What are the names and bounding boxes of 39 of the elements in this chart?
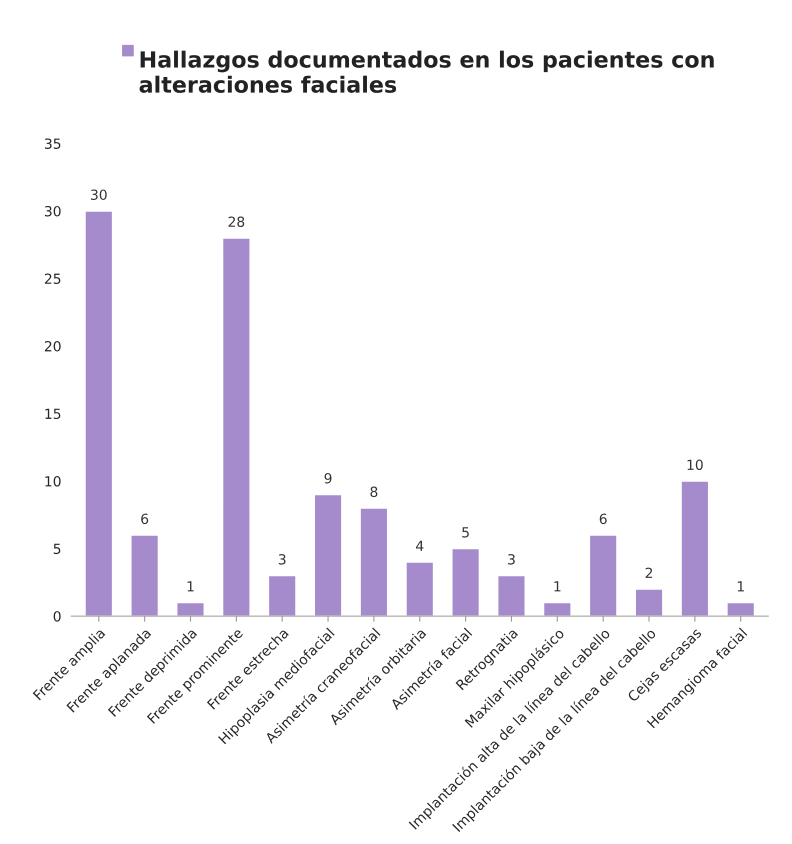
bar <box>542 602 572 616</box>
bar <box>268 574 297 616</box>
bar <box>405 561 434 616</box>
data-label: 4 <box>416 540 424 551</box>
bar <box>588 534 618 616</box>
data-label: 2 <box>646 568 652 578</box>
bar <box>451 548 480 616</box>
data-label: 3 <box>278 554 286 565</box>
data-label: 10 <box>688 460 703 470</box>
bar <box>176 602 205 616</box>
bar <box>222 237 251 616</box>
y-tick-label: 0 <box>54 611 61 622</box>
y-tick-label: 25 <box>44 273 60 284</box>
y-tick-label: 35 <box>44 138 60 149</box>
data-label: 8 <box>370 486 378 498</box>
data-label: 6 <box>141 514 148 524</box>
data-label: 30 <box>91 189 107 200</box>
bar <box>359 507 388 616</box>
y-tick-label: 20 <box>44 341 61 352</box>
bar <box>84 210 114 616</box>
bar <box>130 534 160 616</box>
y-tick-label: 10 <box>45 476 61 487</box>
bar <box>314 494 343 616</box>
y-tick-label: 5 <box>54 544 60 554</box>
data-label: 9 <box>324 473 332 484</box>
data-label: 3 <box>508 554 515 565</box>
data-label: 6 <box>600 514 607 524</box>
data-label: 1 <box>188 581 194 592</box>
data-label: 1 <box>554 581 560 592</box>
bar <box>726 602 756 616</box>
data-label: 1 <box>738 581 744 592</box>
bar <box>634 588 664 616</box>
y-tick-label: 30 <box>44 206 61 216</box>
bar <box>680 480 710 616</box>
data-label: 5 <box>462 527 469 538</box>
bar <box>497 574 526 616</box>
legend-label: Hallazgos documentados en los pacientes con alteraciones faciales <box>140 50 714 93</box>
y-tick-label: 15 <box>45 408 60 420</box>
data-label: 28 <box>228 216 244 227</box>
